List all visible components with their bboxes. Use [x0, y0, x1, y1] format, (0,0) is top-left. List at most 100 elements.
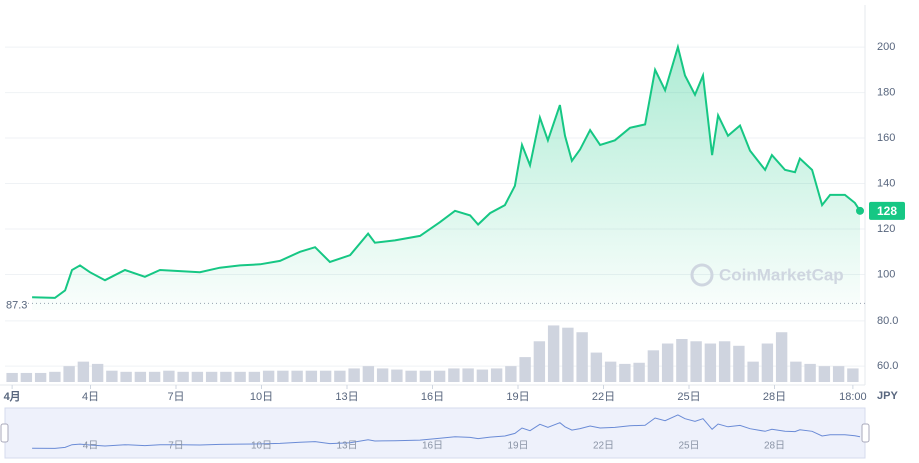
volume-bar — [205, 371, 218, 382]
volume-bar — [234, 371, 246, 382]
y-tick-label: 120 — [877, 223, 895, 235]
volume-bar — [562, 327, 574, 382]
volume-bar — [576, 332, 588, 382]
x-tick-label: 18:00 — [839, 391, 867, 403]
navigator-tick-label: 7日 — [168, 441, 184, 452]
navigator-handle[interactable] — [861, 423, 870, 443]
watermark-text: CoinMarketCap — [719, 265, 844, 284]
volume-bar — [747, 361, 759, 382]
navigator-tick-label: 10日 — [251, 441, 272, 452]
x-tick-label: 13日 — [335, 391, 358, 403]
volume-bar — [490, 368, 503, 382]
volume-bar — [63, 366, 75, 382]
volume-bar — [106, 370, 118, 382]
volume-bar — [319, 370, 332, 382]
volume-bar — [775, 332, 788, 382]
volume-bar — [604, 361, 617, 382]
volume-bar — [177, 371, 189, 382]
volume-bar — [433, 370, 446, 382]
navigator[interactable] — [4, 407, 866, 459]
navigator-line — [32, 414, 861, 449]
x-tick-label: 22日 — [592, 391, 615, 403]
area — [32, 47, 860, 310]
volume-bar — [519, 357, 531, 382]
volume-bar — [476, 369, 489, 382]
currency-label: JPY — [877, 390, 898, 402]
last-value-label: 128 — [877, 204, 897, 218]
navigator-tick-label: 28日 — [764, 441, 785, 452]
last-value-badge — [869, 201, 905, 220]
y-tick-label: 180 — [877, 86, 895, 98]
y-tick-label: 100 — [877, 268, 895, 280]
volume-bar — [91, 363, 104, 382]
volume-bar — [462, 368, 474, 382]
min-label: 87.3 — [6, 299, 27, 311]
x-tick-label: 10日 — [250, 391, 273, 403]
x-tick-label: 25日 — [677, 391, 700, 403]
volume-bar — [120, 371, 132, 382]
volume-bar — [704, 343, 717, 382]
volume-bar — [690, 341, 702, 382]
navigator-tick-label: 16日 — [422, 441, 443, 452]
volume-bar — [676, 339, 688, 382]
volume-bar — [34, 372, 47, 382]
volume-bar — [733, 345, 745, 382]
volume-bar — [619, 363, 631, 382]
volume-bar — [547, 325, 560, 382]
volume-bar — [405, 370, 417, 382]
volume-bar — [248, 371, 261, 382]
x-tick-label: 16日 — [421, 391, 444, 403]
y-tick-label: 200 — [877, 41, 895, 53]
x-tick-label: 19日 — [506, 391, 529, 403]
volume-bar — [790, 361, 802, 382]
volume-bar — [647, 350, 660, 382]
x-tick-label: 7日 — [167, 391, 184, 403]
volume-bar — [804, 363, 816, 382]
volume-bar — [305, 370, 318, 382]
volume-bar — [376, 368, 389, 382]
volume-bar — [191, 371, 204, 382]
volume-bar — [277, 370, 289, 382]
x-tick-label: 4月 — [4, 390, 21, 403]
price-line — [32, 43, 861, 299]
volume-bar — [262, 370, 275, 382]
volume-bar — [590, 352, 603, 382]
volume-bar — [220, 371, 232, 382]
volume-bar — [505, 366, 517, 382]
volume-bar — [49, 371, 61, 382]
navigator-tick-label: 13日 — [336, 441, 357, 452]
volume-tick-label: 60.0 — [877, 360, 898, 372]
navigator-tick-label: 22日 — [593, 441, 614, 452]
volume-bar — [661, 343, 674, 382]
volume-bar — [77, 361, 90, 382]
volume-bar — [362, 366, 375, 382]
y-tick-label: 140 — [877, 177, 895, 189]
volume-bar — [148, 371, 161, 382]
volume-bar — [633, 362, 645, 382]
volume-bar — [847, 368, 859, 382]
volume-bar — [761, 343, 774, 382]
navigator-handle[interactable] — [0, 423, 9, 443]
volume-bar — [832, 366, 845, 382]
volume-bar — [818, 366, 831, 382]
volume-bar — [6, 372, 18, 382]
volume-bar — [334, 370, 346, 382]
x-tick-label: 28日 — [763, 391, 786, 403]
volume-bar — [419, 370, 432, 382]
volume-bar — [291, 370, 303, 382]
last-point — [856, 206, 864, 215]
volume-bar — [20, 372, 33, 382]
y-tick-label: 160 — [877, 132, 895, 144]
navigator-tick-label: 25日 — [678, 441, 699, 452]
volume-tick-label: 80.0 — [877, 315, 898, 327]
volume-bar — [391, 369, 403, 382]
x-tick-label: 4日 — [82, 391, 99, 403]
volume-bar — [163, 370, 175, 382]
navigator-tick-label: 4日 — [83, 441, 99, 452]
volume-bar — [348, 368, 360, 382]
volume-bar — [448, 368, 460, 382]
watermark: CoinMarketCap — [690, 263, 844, 287]
volume-bar — [134, 371, 147, 382]
